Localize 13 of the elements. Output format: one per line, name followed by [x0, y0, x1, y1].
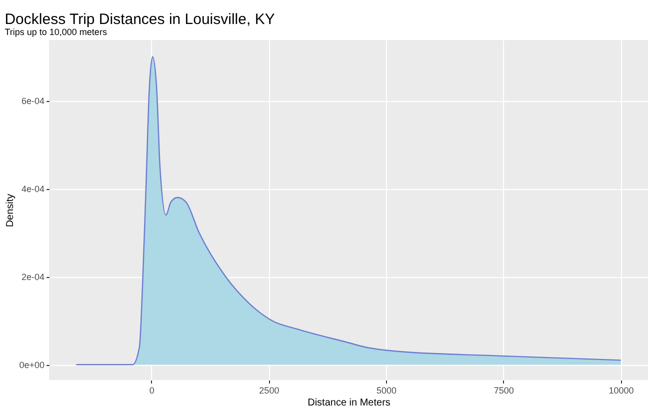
x-tick-label: 5000: [376, 386, 397, 396]
x-tick-label: 2500: [259, 386, 280, 396]
chart-subtitle: Trips up to 10,000 meters: [4, 27, 108, 37]
y-tick-label: 2e-04: [21, 272, 44, 282]
y-tick-label: 6e-04: [21, 96, 44, 106]
y-tick-label: 0e+00: [19, 360, 44, 370]
x-tick-label: 0: [149, 386, 154, 396]
x-axis-title: Distance in Meters: [308, 398, 390, 408]
x-tick-label: 7500: [494, 386, 514, 396]
x-tick-label: 10000: [608, 386, 634, 396]
y-axis-title: Density: [5, 194, 16, 228]
y-tick-label: 4e-04: [21, 184, 44, 194]
chart-title: Dockless Trip Distances in Louisville, KY: [4, 11, 275, 28]
